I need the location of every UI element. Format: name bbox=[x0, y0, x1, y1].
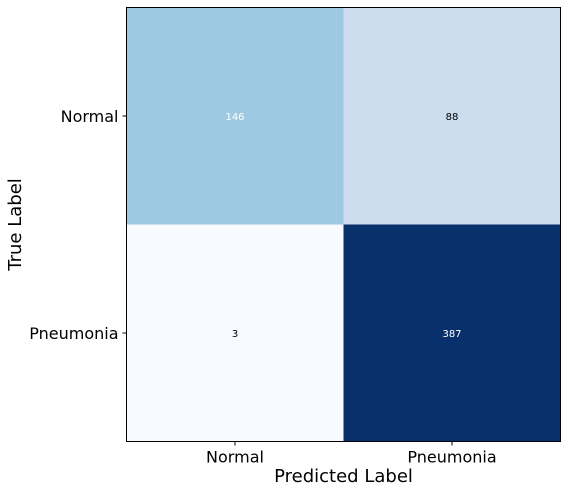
x-tick-label: Pneumonia bbox=[407, 448, 496, 467]
heatmap-cell-0-0 bbox=[126, 7, 344, 225]
x-axis-ticks: Normal Pneumonia bbox=[206, 441, 497, 467]
plot-frame bbox=[126, 7, 561, 442]
cell-value-label: 387 bbox=[442, 329, 461, 340]
heatmap-cell-1-1 bbox=[343, 224, 561, 442]
x-tick-label: Normal bbox=[206, 448, 264, 467]
heatmap-cell-0-1 bbox=[343, 7, 561, 225]
y-axis-label: True Label bbox=[5, 178, 26, 272]
x-axis-label: Predicted Label bbox=[274, 466, 413, 487]
y-tick-label: Pneumonia bbox=[29, 324, 118, 343]
cell-value-label: 3 bbox=[232, 329, 238, 340]
heatmap-cells: 146 88 3 387 bbox=[126, 7, 561, 442]
heatmap-cell-1-0 bbox=[126, 224, 344, 442]
y-axis-ticks: Normal Pneumonia bbox=[29, 107, 127, 343]
y-tick-label: Normal bbox=[61, 107, 119, 126]
cell-value-label: 146 bbox=[225, 112, 244, 123]
cell-value-label: 88 bbox=[446, 112, 459, 123]
